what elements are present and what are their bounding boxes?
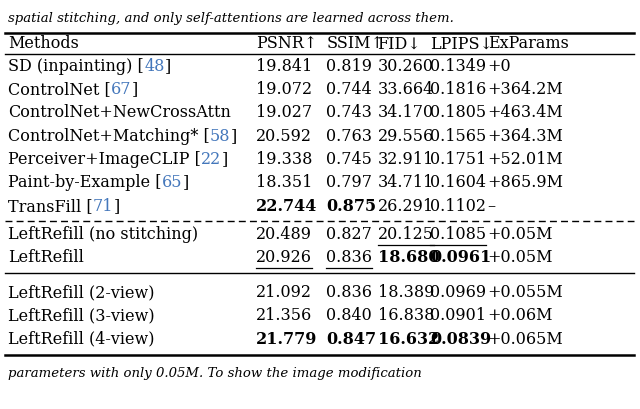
Text: 0.875: 0.875 [326,198,376,215]
Text: 0.744: 0.744 [326,81,372,98]
Text: 0.847: 0.847 [326,330,376,348]
Text: 0.0839: 0.0839 [430,330,492,348]
Text: 0.840: 0.840 [326,307,372,324]
Text: 20.926: 20.926 [256,249,312,266]
Text: 19.841: 19.841 [256,58,312,75]
Text: 18.389: 18.389 [378,284,434,301]
Text: 0.1349: 0.1349 [430,58,486,75]
Text: 58: 58 [210,128,230,145]
Text: Perceiver+ImageCLIP [: Perceiver+ImageCLIP [ [8,151,201,168]
Text: +865.9M: +865.9M [488,174,564,191]
Text: 0.1751: 0.1751 [430,151,486,168]
Text: LeftRefill (4-view): LeftRefill (4-view) [8,330,155,348]
Text: 0.0969: 0.0969 [430,284,486,301]
Text: 29.556: 29.556 [378,128,434,145]
Text: 0.827: 0.827 [326,226,372,243]
Text: 16.838: 16.838 [378,307,434,324]
Text: 0.836: 0.836 [326,284,372,301]
Text: 20.489: 20.489 [256,226,312,243]
Text: 20.125: 20.125 [378,226,434,243]
Text: 20.592: 20.592 [256,128,312,145]
Text: +0.065M: +0.065M [488,330,563,348]
Text: 0.745: 0.745 [326,151,372,168]
Text: 21.092: 21.092 [256,284,312,301]
Text: +0.06M: +0.06M [488,307,553,324]
Text: 0.1816: 0.1816 [430,81,486,98]
Text: LPIPS↓: LPIPS↓ [430,35,493,52]
Text: 0.1102: 0.1102 [430,198,486,215]
Text: ]: ] [230,128,237,145]
Text: +463.4M: +463.4M [488,104,563,121]
Text: Methods: Methods [8,35,79,52]
Text: LeftRefill (2-view): LeftRefill (2-view) [8,284,155,301]
Text: TransFill [: TransFill [ [8,198,93,215]
Text: ExParams: ExParams [488,35,568,52]
Text: +364.3M: +364.3M [488,128,564,145]
Text: 34.711: 34.711 [378,174,434,191]
Text: 67: 67 [111,81,132,98]
Text: 0.797: 0.797 [326,174,372,191]
Text: 19.072: 19.072 [256,81,312,98]
Text: 32.911: 32.911 [378,151,434,168]
Text: 30.260: 30.260 [378,58,434,75]
Text: 65: 65 [162,174,182,191]
Text: 19.338: 19.338 [256,151,312,168]
Text: 21.356: 21.356 [256,307,312,324]
Text: 71: 71 [93,198,113,215]
Text: LeftRefill (no stitching): LeftRefill (no stitching) [8,226,198,243]
Text: ]: ] [182,174,189,191]
Text: 0.1565: 0.1565 [430,128,486,145]
Text: ControlNet+Matching* [: ControlNet+Matching* [ [8,128,210,145]
Text: spatial stitching, and only self-attentions are learned across them.: spatial stitching, and only self-attenti… [8,12,454,25]
Text: 0.0961: 0.0961 [430,249,492,266]
Text: SD (inpainting) [: SD (inpainting) [ [8,58,144,75]
Text: 48: 48 [144,58,164,75]
Text: +52.01M: +52.01M [488,151,563,168]
Text: Paint-by-Example [: Paint-by-Example [ [8,174,162,191]
Text: +0.05M: +0.05M [488,249,553,266]
Text: –: – [488,198,496,215]
Text: parameters with only 0.05M. To show the image modification: parameters with only 0.05M. To show the … [8,367,422,380]
Text: PSNR↑: PSNR↑ [256,35,317,52]
Text: 0.1604: 0.1604 [430,174,486,191]
Text: 0.836: 0.836 [326,249,372,266]
Text: LeftRefill (3-view): LeftRefill (3-view) [8,307,155,324]
Text: 22.744: 22.744 [256,198,317,215]
Text: 0.1805: 0.1805 [430,104,486,121]
Text: 18.680: 18.680 [378,249,439,266]
Text: ]: ] [164,58,171,75]
Text: 0.743: 0.743 [326,104,372,121]
Text: FID↓: FID↓ [378,35,421,52]
Text: SSIM↑: SSIM↑ [326,35,384,52]
Text: +0.055M: +0.055M [488,284,563,301]
Text: 33.664: 33.664 [378,81,434,98]
Text: +0: +0 [488,58,511,75]
Text: ]: ] [221,151,228,168]
Text: 21.779: 21.779 [256,330,317,348]
Text: LeftRefill: LeftRefill [8,249,84,266]
Text: 0.1085: 0.1085 [430,226,486,243]
Text: +0.05M: +0.05M [488,226,553,243]
Text: ]: ] [132,81,138,98]
Text: 18.351: 18.351 [256,174,312,191]
Text: 0.819: 0.819 [326,58,372,75]
Text: 26.291: 26.291 [378,198,434,215]
Text: ]: ] [113,198,120,215]
Text: 0.0901: 0.0901 [430,307,486,324]
Text: 16.632: 16.632 [378,330,439,348]
Text: 22: 22 [201,151,221,168]
Text: +364.2M: +364.2M [488,81,563,98]
Text: 0.763: 0.763 [326,128,372,145]
Text: 34.170: 34.170 [378,104,434,121]
Text: ControlNet [: ControlNet [ [8,81,111,98]
Text: 19.027: 19.027 [256,104,312,121]
Text: ControlNet+NewCrossAttn: ControlNet+NewCrossAttn [8,104,231,121]
